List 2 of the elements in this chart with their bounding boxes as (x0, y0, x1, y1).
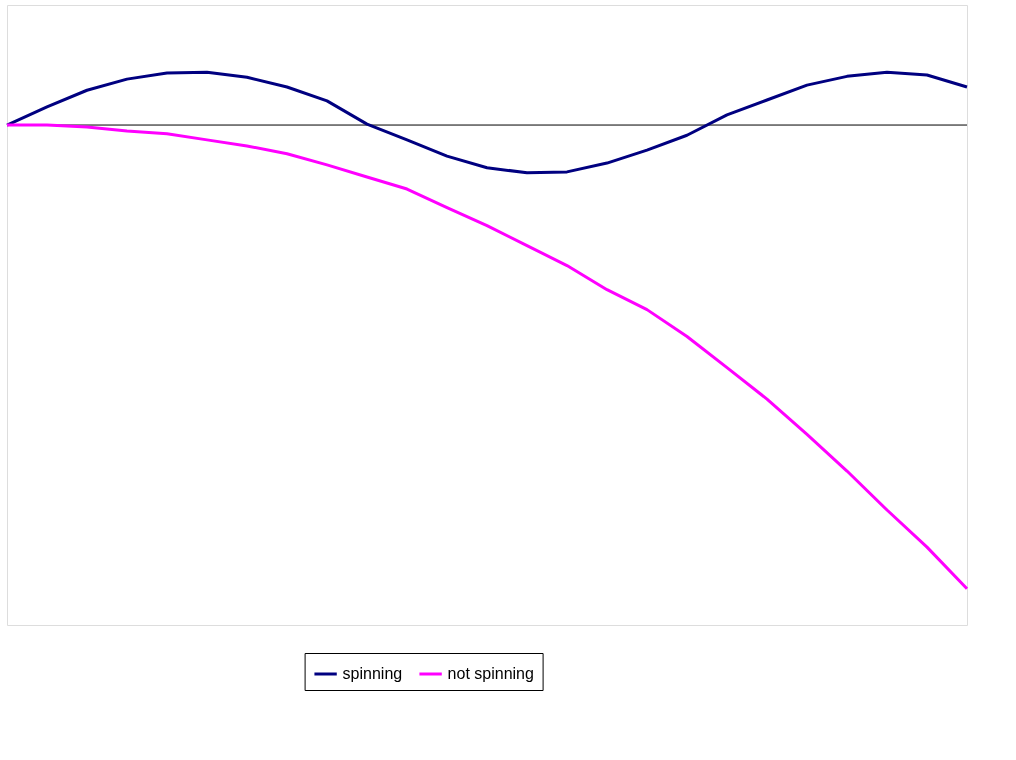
legend-label: not spinning (447, 665, 534, 682)
legend-label: spinning (342, 665, 403, 682)
